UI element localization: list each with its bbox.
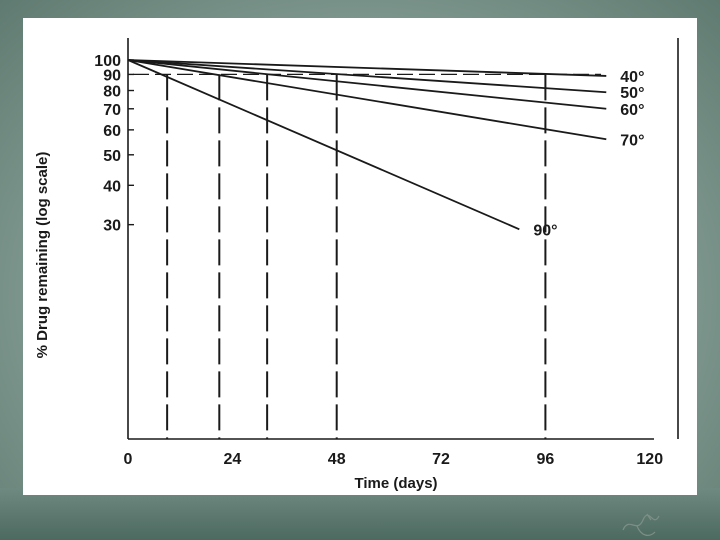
series-line bbox=[127, 59, 520, 231]
y-tick-label: 40 bbox=[103, 178, 121, 195]
series-label: 60° bbox=[620, 102, 644, 119]
x-tick-label: 120 bbox=[636, 451, 663, 468]
chart-panel: 100 90 80 70 60 50 40 30 0 24 48 72 96 120 40° 50° 60°… bbox=[23, 18, 697, 536]
series-line bbox=[127, 59, 607, 94]
series-label: 90° bbox=[533, 222, 557, 239]
y-axis-title: % Drug remaining (log scale) bbox=[34, 152, 51, 359]
signature-mark bbox=[622, 513, 660, 536]
series-label: 50° bbox=[620, 85, 644, 102]
y-tick-label: 30 bbox=[103, 218, 121, 235]
y-tick-label: 60 bbox=[103, 123, 121, 140]
plot-frame bbox=[127, 38, 679, 440]
series-lines bbox=[127, 59, 607, 231]
y-tick-label: 90 bbox=[103, 67, 121, 84]
x-tick-labels: 0 24 48 72 96 120 bbox=[124, 451, 664, 468]
x-axis-title: Time (days) bbox=[354, 475, 437, 492]
y-tick-label: 80 bbox=[103, 84, 121, 101]
x-tick-label: 72 bbox=[432, 451, 450, 468]
x-tick-label: 96 bbox=[537, 451, 555, 468]
series-line bbox=[127, 59, 607, 77]
series-label: 40° bbox=[620, 69, 644, 86]
series-labels: 40°50°60° 70° 90° bbox=[533, 69, 644, 239]
y-tick-label: 100 bbox=[94, 53, 121, 70]
x-tick-label: 0 bbox=[124, 451, 133, 468]
y-tick-label: 50 bbox=[103, 148, 121, 165]
reference-lines bbox=[133, 73, 601, 439]
x-tick-label: 24 bbox=[223, 451, 241, 468]
x-tick-label: 48 bbox=[328, 451, 346, 468]
series-line bbox=[127, 59, 607, 141]
y-tick-label: 70 bbox=[103, 102, 121, 119]
series-label: 70° bbox=[620, 132, 644, 149]
slide-background-band bbox=[0, 488, 720, 540]
series-line bbox=[127, 59, 607, 110]
